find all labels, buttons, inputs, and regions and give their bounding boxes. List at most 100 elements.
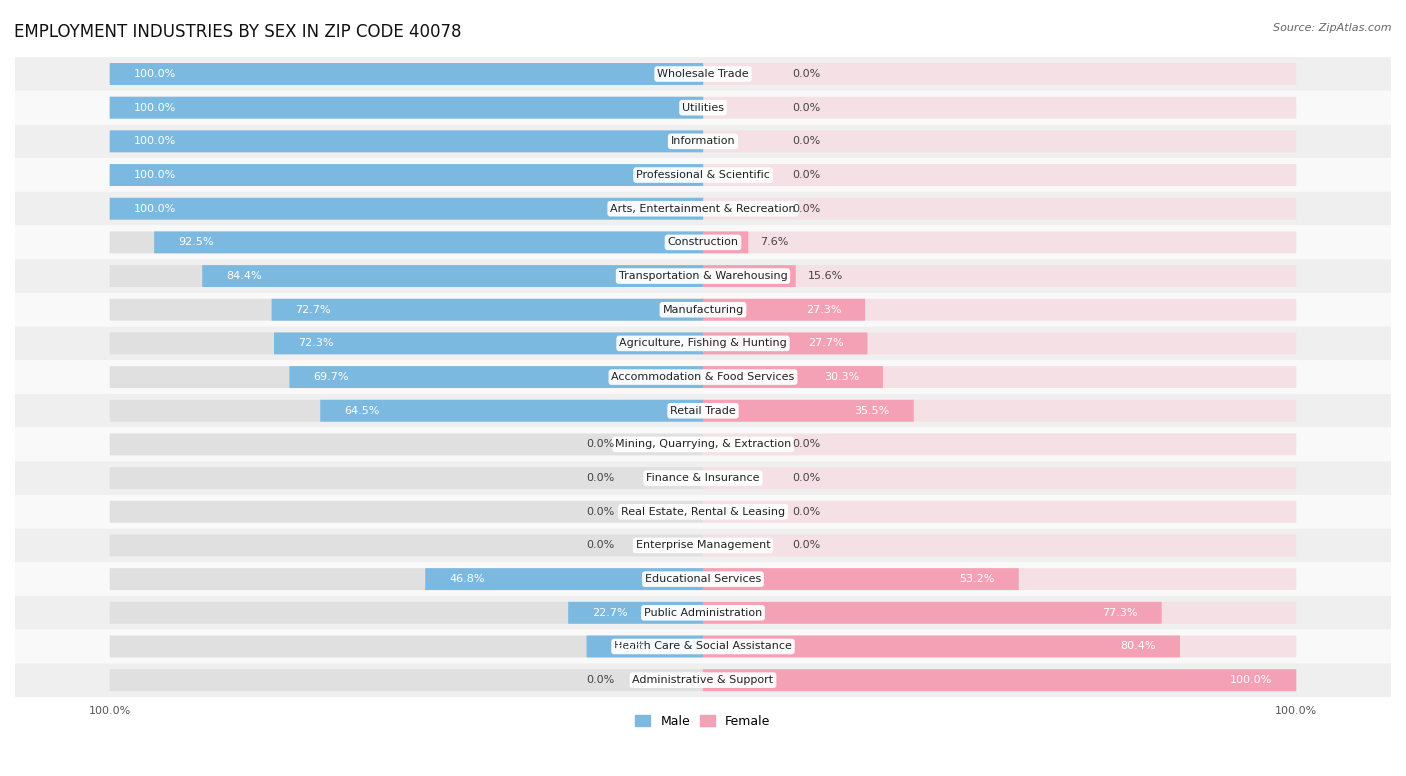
FancyBboxPatch shape — [110, 164, 703, 186]
Text: Real Estate, Rental & Leasing: Real Estate, Rental & Leasing — [621, 507, 785, 517]
FancyBboxPatch shape — [110, 63, 703, 85]
FancyBboxPatch shape — [110, 97, 703, 119]
Text: Public Administration: Public Administration — [644, 608, 762, 618]
FancyBboxPatch shape — [110, 400, 703, 421]
FancyBboxPatch shape — [110, 669, 703, 691]
Text: Retail Trade: Retail Trade — [671, 406, 735, 416]
Text: 0.0%: 0.0% — [586, 507, 614, 517]
FancyBboxPatch shape — [110, 63, 703, 85]
Text: 80.4%: 80.4% — [1121, 642, 1156, 652]
Text: Information: Information — [671, 137, 735, 147]
FancyBboxPatch shape — [703, 467, 1296, 489]
FancyBboxPatch shape — [15, 528, 1391, 563]
FancyBboxPatch shape — [703, 636, 1180, 657]
FancyBboxPatch shape — [110, 198, 703, 220]
Text: 0.0%: 0.0% — [586, 473, 614, 483]
Text: Transportation & Warehousing: Transportation & Warehousing — [619, 271, 787, 281]
Text: Administrative & Support: Administrative & Support — [633, 675, 773, 685]
Text: Arts, Entertainment & Recreation: Arts, Entertainment & Recreation — [610, 204, 796, 213]
Text: 0.0%: 0.0% — [792, 204, 820, 213]
Text: EMPLOYMENT INDUSTRIES BY SEX IN ZIP CODE 40078: EMPLOYMENT INDUSTRIES BY SEX IN ZIP CODE… — [14, 23, 461, 41]
Text: 22.7%: 22.7% — [592, 608, 627, 618]
FancyBboxPatch shape — [703, 265, 1296, 287]
Text: Accommodation & Food Services: Accommodation & Food Services — [612, 372, 794, 382]
Text: 30.3%: 30.3% — [824, 372, 859, 382]
Text: 15.6%: 15.6% — [807, 271, 842, 281]
FancyBboxPatch shape — [110, 265, 703, 287]
Text: 100.0%: 100.0% — [134, 102, 176, 113]
Text: 0.0%: 0.0% — [586, 540, 614, 550]
Text: 0.0%: 0.0% — [792, 137, 820, 147]
FancyBboxPatch shape — [15, 596, 1391, 629]
FancyBboxPatch shape — [110, 130, 703, 152]
FancyBboxPatch shape — [703, 434, 1296, 456]
FancyBboxPatch shape — [703, 400, 914, 421]
Text: 100.0%: 100.0% — [134, 204, 176, 213]
FancyBboxPatch shape — [110, 535, 703, 556]
FancyBboxPatch shape — [703, 602, 1161, 624]
FancyBboxPatch shape — [15, 226, 1391, 259]
Text: 100.0%: 100.0% — [1230, 675, 1272, 685]
FancyBboxPatch shape — [110, 164, 703, 186]
FancyBboxPatch shape — [202, 265, 703, 287]
Text: 64.5%: 64.5% — [344, 406, 380, 416]
Text: 0.0%: 0.0% — [792, 473, 820, 483]
FancyBboxPatch shape — [15, 428, 1391, 461]
Text: Manufacturing: Manufacturing — [662, 305, 744, 315]
Text: 72.7%: 72.7% — [295, 305, 332, 315]
FancyBboxPatch shape — [15, 629, 1391, 663]
FancyBboxPatch shape — [110, 332, 703, 355]
FancyBboxPatch shape — [703, 63, 1296, 85]
FancyBboxPatch shape — [321, 400, 703, 421]
Text: 77.3%: 77.3% — [1102, 608, 1137, 618]
Text: 0.0%: 0.0% — [792, 439, 820, 449]
FancyBboxPatch shape — [110, 97, 703, 119]
FancyBboxPatch shape — [425, 568, 703, 590]
FancyBboxPatch shape — [290, 366, 703, 388]
FancyBboxPatch shape — [110, 636, 703, 657]
FancyBboxPatch shape — [703, 332, 1296, 355]
FancyBboxPatch shape — [703, 299, 1296, 320]
FancyBboxPatch shape — [15, 327, 1391, 360]
Legend: Male, Female: Male, Female — [630, 710, 776, 733]
FancyBboxPatch shape — [15, 259, 1391, 293]
FancyBboxPatch shape — [15, 563, 1391, 596]
Text: 53.2%: 53.2% — [959, 574, 995, 584]
Text: 27.3%: 27.3% — [806, 305, 841, 315]
Text: 0.0%: 0.0% — [792, 170, 820, 180]
Text: 100.0%: 100.0% — [134, 69, 176, 79]
FancyBboxPatch shape — [568, 602, 703, 624]
Text: 100.0%: 100.0% — [134, 137, 176, 147]
FancyBboxPatch shape — [15, 495, 1391, 528]
FancyBboxPatch shape — [703, 231, 748, 253]
FancyBboxPatch shape — [110, 602, 703, 624]
Text: 19.6%: 19.6% — [610, 642, 645, 652]
FancyBboxPatch shape — [271, 299, 703, 320]
FancyBboxPatch shape — [110, 198, 703, 220]
FancyBboxPatch shape — [15, 124, 1391, 158]
FancyBboxPatch shape — [15, 158, 1391, 192]
FancyBboxPatch shape — [703, 636, 1296, 657]
Text: Enterprise Management: Enterprise Management — [636, 540, 770, 550]
FancyBboxPatch shape — [703, 669, 1296, 691]
Text: 0.0%: 0.0% — [792, 540, 820, 550]
Text: Wholesale Trade: Wholesale Trade — [657, 69, 749, 79]
FancyBboxPatch shape — [703, 602, 1296, 624]
Text: Educational Services: Educational Services — [645, 574, 761, 584]
Text: 35.5%: 35.5% — [855, 406, 890, 416]
Text: 27.7%: 27.7% — [808, 338, 844, 348]
FancyBboxPatch shape — [15, 394, 1391, 428]
FancyBboxPatch shape — [110, 434, 703, 456]
FancyBboxPatch shape — [703, 568, 1019, 590]
FancyBboxPatch shape — [703, 366, 1296, 388]
FancyBboxPatch shape — [110, 467, 703, 489]
FancyBboxPatch shape — [703, 265, 796, 287]
Text: 0.0%: 0.0% — [586, 439, 614, 449]
FancyBboxPatch shape — [155, 231, 703, 253]
FancyBboxPatch shape — [110, 231, 703, 253]
FancyBboxPatch shape — [274, 332, 703, 355]
FancyBboxPatch shape — [110, 130, 703, 152]
FancyBboxPatch shape — [703, 164, 1296, 186]
FancyBboxPatch shape — [110, 366, 703, 388]
FancyBboxPatch shape — [703, 332, 868, 355]
